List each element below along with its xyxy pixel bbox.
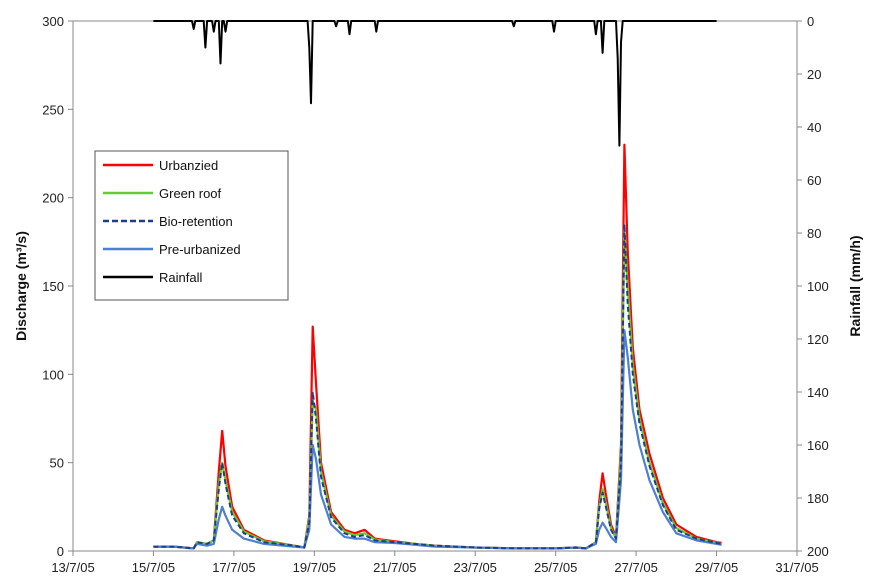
legend-box xyxy=(94,150,289,301)
series-line-rainfall xyxy=(153,20,717,147)
legend-label: Pre-urbanized xyxy=(159,242,241,257)
x-tick-label: 31/7/05 xyxy=(775,560,818,575)
y-tick-label: 150 xyxy=(42,279,64,294)
legend-label: Urbanzied xyxy=(159,158,218,173)
y-axis-left: 0 50 100 150 200 250 300 xyxy=(42,14,73,559)
y-tick-label: 50 xyxy=(50,456,64,471)
legend-label: Rainfall xyxy=(159,270,202,285)
series-group xyxy=(153,20,722,550)
y-tick-label: 100 xyxy=(42,367,64,382)
x-tick-label: 27/7/05 xyxy=(614,560,657,575)
y2-tick-label: 0 xyxy=(807,14,814,29)
x-tick-label: 23/7/05 xyxy=(454,560,497,575)
series-line-pre-urbanized xyxy=(153,329,722,550)
y-axis-title-left: Discharge (m³/s) xyxy=(13,231,29,341)
legend-label: Bio-retention xyxy=(159,214,233,229)
x-tick-label: 15/7/05 xyxy=(132,560,175,575)
legend-label: Green roof xyxy=(159,186,222,201)
x-tick-label: 21/7/05 xyxy=(373,560,416,575)
y2-tick-label: 160 xyxy=(807,438,829,453)
y2-tick-label: 60 xyxy=(807,173,821,188)
x-tick-label: 17/7/05 xyxy=(212,560,255,575)
y2-tick-label: 140 xyxy=(807,385,829,400)
y2-tick-label: 80 xyxy=(807,226,821,241)
x-tick-label: 29/7/05 xyxy=(695,560,738,575)
y2-tick-label: 40 xyxy=(807,120,821,135)
y2-tick-label: 120 xyxy=(807,332,829,347)
y-tick-label: 300 xyxy=(42,14,64,29)
y-tick-label: 200 xyxy=(42,191,64,206)
x-axis: 13/7/05 15/7/05 17/7/05 19/7/05 21/7/05 23/7/… xyxy=(51,551,819,575)
series-line-bio-retention xyxy=(153,223,722,550)
y-tick-label: 0 xyxy=(57,544,64,559)
y-tick-label: 250 xyxy=(42,102,64,117)
x-tick-label: 13/7/05 xyxy=(51,560,94,575)
x-tick-label: 25/7/05 xyxy=(534,560,577,575)
y2-tick-label: 100 xyxy=(807,279,829,294)
x-tick-label: 19/7/05 xyxy=(293,560,336,575)
legend: Urbanzied Green roof Bio-retention Pre-urba… xyxy=(94,150,289,301)
y-axis-title-right: Rainfall (mm/h) xyxy=(847,235,863,336)
y-axis-right: 0 20 40 60 80 100 120 140 160 180 200 xyxy=(797,14,829,559)
y2-tick-label: 20 xyxy=(807,67,821,82)
y2-tick-label: 180 xyxy=(807,491,829,506)
y2-tick-label: 200 xyxy=(807,544,829,559)
